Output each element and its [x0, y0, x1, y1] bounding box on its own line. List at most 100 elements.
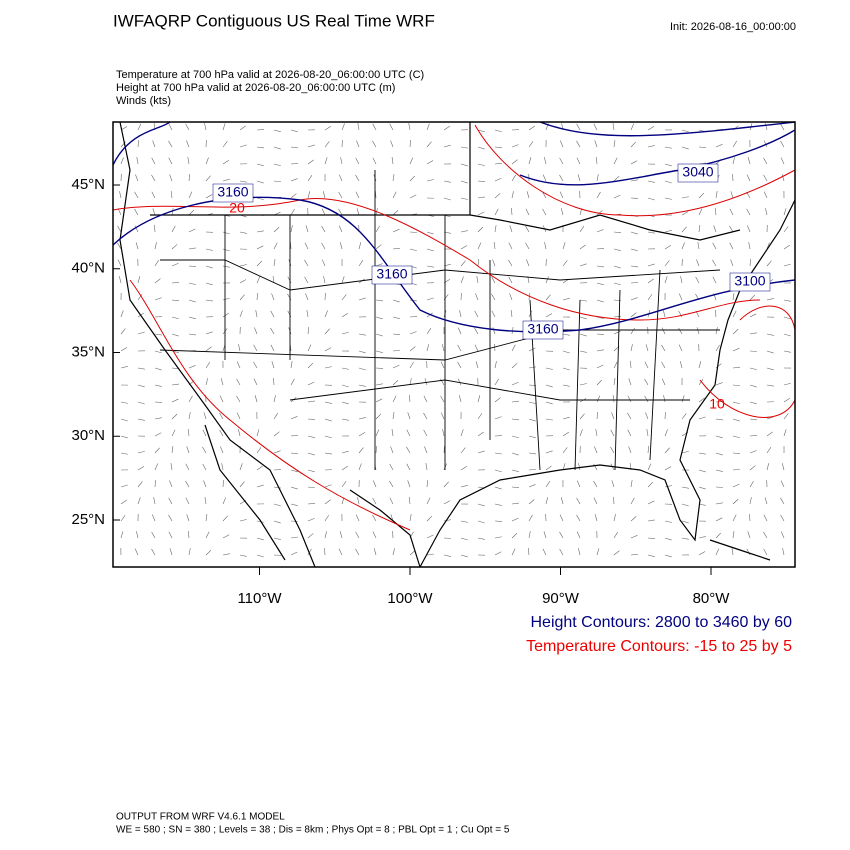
barb	[186, 514, 190, 522]
barb	[135, 242, 139, 250]
barb	[509, 225, 513, 233]
barb	[543, 531, 547, 539]
barb	[595, 429, 598, 437]
barb	[732, 514, 737, 522]
barb	[664, 180, 672, 184]
barb	[307, 452, 315, 456]
barb	[596, 282, 604, 286]
barb	[730, 191, 734, 199]
barb	[154, 417, 162, 420]
barb	[613, 330, 621, 335]
barb	[254, 327, 258, 335]
barb	[715, 418, 723, 421]
barb	[426, 123, 430, 131]
barb	[494, 208, 499, 216]
barb	[375, 350, 383, 353]
barb	[154, 350, 162, 354]
barb	[443, 481, 449, 488]
barb	[307, 381, 315, 386]
barb	[763, 514, 768, 522]
barb	[545, 418, 553, 421]
barb	[562, 431, 570, 437]
barb	[681, 226, 687, 233]
barb	[390, 446, 394, 454]
barb	[357, 497, 360, 505]
barb	[494, 193, 501, 199]
barb	[188, 548, 191, 556]
barb	[460, 520, 468, 523]
barb	[477, 395, 481, 403]
barb	[780, 123, 785, 131]
barb	[202, 463, 207, 471]
barb	[256, 447, 262, 454]
barb	[765, 208, 768, 216]
barb	[324, 157, 328, 165]
barb	[577, 174, 581, 182]
barb	[525, 208, 530, 216]
barb	[375, 299, 383, 302]
barb	[205, 378, 208, 386]
barb	[627, 429, 632, 437]
barb	[307, 503, 315, 505]
barb	[304, 259, 309, 267]
barb	[151, 191, 156, 199]
barb	[392, 395, 397, 403]
barb	[273, 395, 276, 403]
barb	[596, 333, 605, 335]
barb	[307, 362, 314, 369]
barb	[746, 174, 751, 182]
barb	[134, 548, 139, 556]
height-label: 3040	[682, 164, 713, 180]
barb	[205, 282, 213, 286]
barb	[528, 435, 536, 439]
barb	[766, 260, 772, 267]
barb	[205, 531, 210, 539]
barb	[202, 446, 207, 454]
barb	[630, 480, 633, 488]
barb	[171, 225, 176, 233]
barb	[630, 327, 635, 335]
barb	[339, 531, 343, 539]
barb	[168, 157, 173, 165]
barb	[780, 531, 785, 539]
barb	[324, 499, 331, 505]
barb	[205, 157, 209, 165]
barb	[442, 429, 445, 437]
barb	[477, 180, 486, 182]
barb	[749, 497, 752, 505]
barb	[613, 282, 621, 286]
barb	[222, 297, 230, 301]
barb	[579, 429, 583, 437]
barb	[239, 519, 247, 522]
barb	[120, 347, 128, 352]
barb	[188, 247, 196, 250]
barb	[460, 245, 468, 250]
barb	[697, 242, 700, 250]
barb	[511, 207, 513, 216]
barb	[307, 435, 315, 438]
barb	[358, 463, 362, 471]
barb	[732, 418, 740, 422]
barb	[188, 365, 196, 369]
barb	[525, 242, 530, 250]
barb	[440, 361, 445, 369]
barb	[715, 144, 723, 148]
barb	[748, 242, 751, 250]
barb	[323, 276, 326, 284]
barb	[134, 208, 139, 216]
barb	[715, 532, 722, 539]
barb	[545, 497, 549, 505]
barb	[423, 412, 428, 420]
barb	[714, 208, 717, 216]
barb	[205, 194, 213, 199]
barb	[222, 265, 230, 268]
barb	[392, 174, 395, 182]
barb	[494, 486, 502, 490]
barb	[715, 548, 720, 556]
barb	[290, 242, 292, 250]
barb	[698, 452, 706, 455]
barb	[782, 548, 785, 556]
barb	[749, 367, 757, 370]
barb	[747, 531, 751, 539]
barb	[239, 294, 245, 301]
